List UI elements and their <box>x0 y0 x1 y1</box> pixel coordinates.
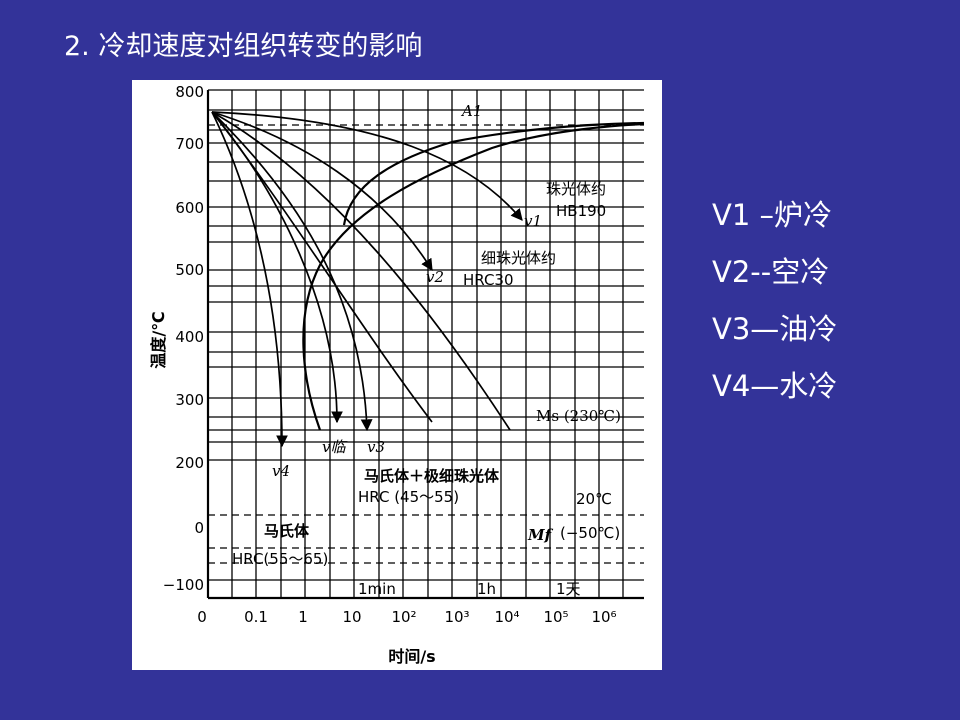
annotation-martensite-fine-hrc: HRC (45～55) <box>358 488 459 506</box>
y-tick-700: 700 <box>175 135 204 153</box>
x-tick-1e3: 10³ <box>444 608 469 626</box>
time-marker-1min: 1min <box>358 580 396 598</box>
dashed-reference-lines <box>208 124 644 564</box>
x-tick-1: 1 <box>298 608 308 626</box>
grid-lines <box>207 89 644 598</box>
y-tick-600: 600 <box>175 199 204 217</box>
annotation-a1: A1 <box>460 102 482 120</box>
x-tick-1e5: 10⁵ <box>543 608 568 626</box>
annotation-ms: Ms (230℃) <box>536 407 621 425</box>
annotation-martensite-hrc: HRC(55～65) <box>232 550 328 568</box>
cooling-curve-v4 <box>211 111 288 448</box>
x-axis-title: 时间/s <box>388 647 435 666</box>
annotation-pearlite-hb: HB190 <box>556 202 606 220</box>
cooling-curve-v1 <box>211 111 523 221</box>
cooling-curves <box>211 111 523 448</box>
cooling-curve-extra-1 <box>211 111 433 423</box>
cooling-curve-figure: 800 700 600 500 400 300 200 0 −100 0 0.1… <box>132 80 662 670</box>
time-markers: 1min 1h 1天 <box>358 580 581 598</box>
annotation-mf-neg50: (−50℃) <box>560 524 620 542</box>
annotation-martensite: 马氏体 <box>264 522 310 540</box>
label-v3: v3 <box>367 438 385 456</box>
label-v1: v1 <box>524 212 542 230</box>
transformation-c-curves <box>302 121 645 431</box>
slide-title: 2. 冷却速度对组织转变的影响 <box>64 31 423 62</box>
annotation-pearlite: 珠光体约 <box>546 180 606 198</box>
y-axis-title: 温度/℃ <box>149 311 168 369</box>
annotation-fine-pearlite: 细珠光体约 <box>481 249 556 267</box>
axis-frame <box>206 90 644 600</box>
x-tick-0-1: 0.1 <box>244 608 268 626</box>
cooling-curve-v2 <box>211 111 433 272</box>
annotation-mf-symbol: Mf <box>527 526 554 544</box>
y-tick-500: 500 <box>175 261 204 279</box>
cooling-curve-labels: v1 v2 v3 v4 v临 <box>272 212 542 480</box>
region-annotations: A1 珠光体约 HB190 细珠光体约 HRC30 Ms (230℃) 马氏体＋… <box>232 102 621 568</box>
y-tick-800: 800 <box>175 83 204 101</box>
cooling-method-legend: V1 –炉冷 V2--空冷 V3—油冷 V4—水冷 <box>712 192 837 420</box>
label-v4: v4 <box>272 462 290 480</box>
x-tick-1e2: 10² <box>391 608 416 626</box>
annotation-mf-20c: 20℃ <box>576 490 612 508</box>
transformation-end-curve <box>342 121 645 226</box>
legend-item-v4: V4—水冷 <box>712 369 838 403</box>
x-tick-10: 10 <box>342 608 361 626</box>
time-marker-1day: 1天 <box>556 580 581 598</box>
y-axis-ticks: 800 700 600 500 400 300 200 0 −100 <box>163 83 204 594</box>
cct-diagram-svg: 800 700 600 500 400 300 200 0 −100 0 0.1… <box>149 83 645 666</box>
cooling-curve-extra-2 <box>211 111 511 431</box>
y-tick-minus-100: −100 <box>163 576 204 594</box>
y-tick-400: 400 <box>175 328 204 346</box>
y-tick-300: 300 <box>175 391 204 409</box>
transformation-start-curve <box>302 122 645 431</box>
y-tick-200: 200 <box>175 454 204 472</box>
legend-item-v1: V1 –炉冷 <box>712 198 833 232</box>
x-tick-0: 0 <box>197 608 207 626</box>
cooling-curve-v3 <box>211 111 373 432</box>
x-tick-1e4: 10⁴ <box>494 608 519 626</box>
annotation-martensite-fine-pearlite: 马氏体＋极细珠光体 <box>364 467 500 485</box>
x-axis-ticks: 0 0.1 1 10 10² 10³ 10⁴ 10⁵ 10⁶ <box>197 608 616 626</box>
legend-item-v3: V3—油冷 <box>712 312 838 346</box>
annotation-fine-pearlite-hrc: HRC30 <box>463 271 514 289</box>
legend-item-v2: V2--空冷 <box>712 255 830 289</box>
y-tick-0: 0 <box>194 519 204 537</box>
x-tick-1e6: 10⁶ <box>591 608 616 626</box>
time-marker-1h: 1h <box>477 580 496 598</box>
label-v-crit: v临 <box>322 438 347 456</box>
label-v2: v2 <box>426 268 444 286</box>
